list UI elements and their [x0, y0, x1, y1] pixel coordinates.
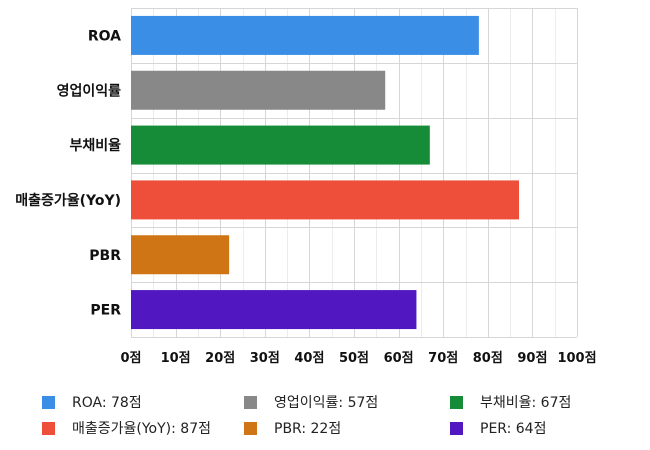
x-tick-label: 60점: [384, 351, 414, 366]
legend-label: 매출증가율(YoY): 87점: [72, 421, 211, 437]
legend-label: 영업이익률: 57점: [274, 395, 379, 411]
x-tick-label: 100점: [557, 351, 596, 366]
x-tick-label: 80점: [473, 351, 503, 366]
bar: [131, 235, 230, 275]
x-tick-label: 30점: [250, 351, 280, 366]
legend-label: PER: 64점: [480, 421, 547, 437]
category-label: PER: [90, 303, 121, 319]
legend-label: ROA: 78점: [72, 395, 142, 411]
category-label: PBR: [89, 248, 121, 264]
legend-swatch: [42, 395, 55, 409]
x-tick-label: 40점: [294, 351, 324, 366]
bars: [131, 15, 520, 330]
legend-swatch: [244, 395, 257, 409]
legend-label: 부채비율: 67점: [480, 395, 572, 411]
legend-label: PBR: 22점: [274, 421, 342, 437]
legend-item: PBR: 22점: [244, 418, 341, 438]
category-label: 부채비율: [69, 137, 121, 154]
x-tick-label: 10점: [161, 351, 191, 366]
legend-swatch: [244, 421, 257, 435]
bar: [131, 70, 386, 110]
grid: [131, 8, 578, 338]
x-tick-label: 90점: [517, 351, 547, 366]
legend-item: 영업이익률: 57점: [244, 392, 378, 412]
category-label: 영업이익률: [57, 82, 122, 99]
category-label: ROA: [88, 28, 121, 44]
legend-item: 매출증가율(YoY): 87점: [42, 418, 211, 438]
legend-item: PER: 64점: [450, 418, 546, 438]
legend-swatch: [42, 421, 55, 435]
x-tick-label: 50점: [339, 351, 369, 366]
legend-item: ROA: 78점: [42, 392, 142, 412]
x-axis-ticks: 0점 10점 20점 30점 40점 50점 60점 70점 80점 90점 100점: [120, 351, 596, 366]
legend-item: 부채비율: 67점: [450, 392, 571, 412]
x-tick-label: 70점: [428, 351, 458, 366]
bar: [131, 125, 430, 165]
bar: [131, 290, 417, 330]
x-tick-label: 0점: [120, 351, 141, 366]
x-tick-label: 20점: [205, 351, 235, 366]
bar: [131, 180, 520, 220]
category-label: 매출증가율(YoY): [15, 192, 121, 209]
bar: [131, 15, 479, 55]
legend-swatch: [450, 421, 463, 435]
legend-swatch: [450, 395, 463, 409]
